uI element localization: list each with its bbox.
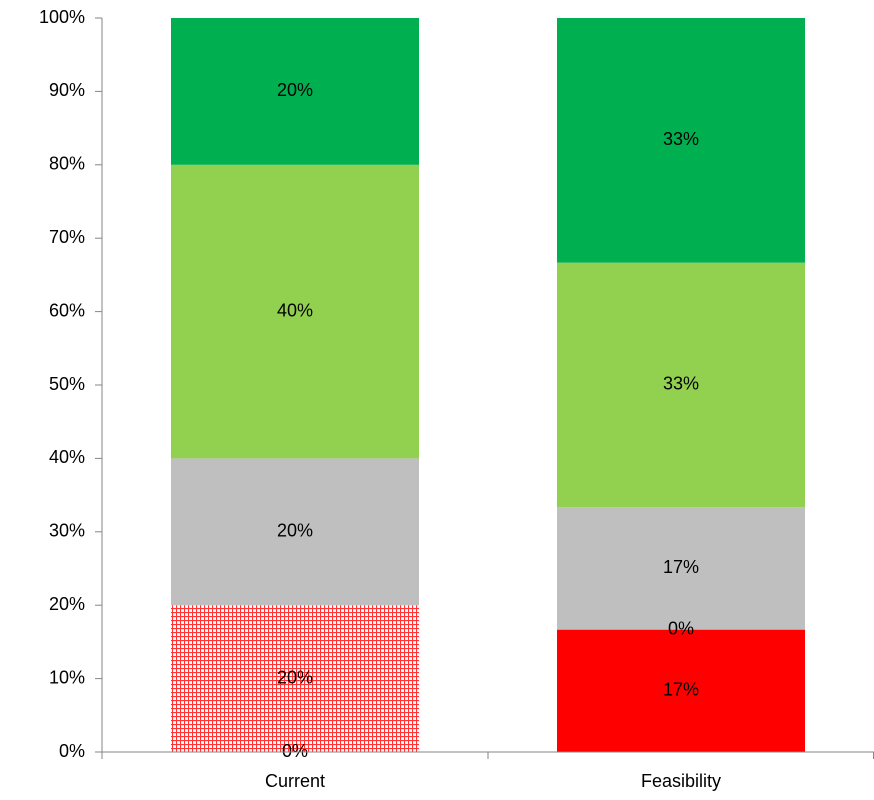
y-tick-label: 100% [39, 7, 85, 27]
bar-segment [557, 18, 805, 263]
y-tick-label: 40% [49, 447, 85, 467]
data-label: 17% [663, 680, 699, 700]
bar-segment [171, 458, 419, 606]
bar-segment [171, 18, 419, 165]
y-tick-label: 80% [49, 154, 85, 174]
data-label: 33% [663, 129, 699, 149]
y-tick-label: 50% [49, 374, 85, 394]
bar-segment [171, 605, 419, 752]
data-label: 20% [277, 80, 313, 100]
bar-segment [171, 164, 419, 459]
y-tick-label: 90% [49, 80, 85, 100]
data-label: 20% [277, 521, 313, 541]
x-tick-label: Current [265, 771, 325, 791]
y-tick-label: 20% [49, 594, 85, 614]
y-tick-label: 10% [49, 667, 85, 687]
bar-segment [557, 629, 805, 752]
y-tick-label: 0% [59, 741, 85, 761]
data-label: 33% [663, 374, 699, 394]
data-label: 17% [663, 557, 699, 577]
x-tick-label: Feasibility [641, 771, 721, 791]
y-tick-label: 60% [49, 300, 85, 320]
bar-segment [557, 507, 805, 630]
data-label: 0% [668, 618, 694, 638]
y-tick-label: 70% [49, 227, 85, 247]
data-label: 20% [277, 667, 313, 687]
y-tick-label: 30% [49, 521, 85, 541]
bar-segment [557, 262, 805, 508]
data-label: 40% [277, 300, 313, 320]
data-label: 0% [282, 741, 308, 761]
